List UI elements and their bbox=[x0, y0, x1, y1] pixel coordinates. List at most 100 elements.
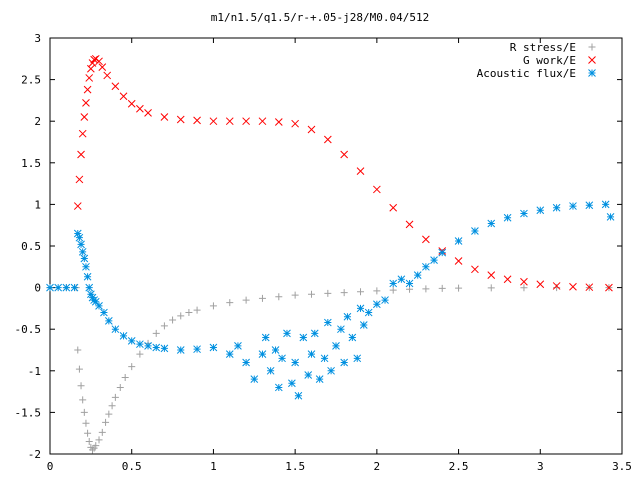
data-point bbox=[95, 436, 103, 444]
data-point bbox=[82, 262, 90, 271]
data-point bbox=[77, 382, 85, 390]
data-point bbox=[83, 85, 92, 94]
x-tick-label: 2 bbox=[374, 460, 381, 473]
data-point bbox=[520, 284, 528, 292]
data-point bbox=[356, 167, 365, 175]
data-point bbox=[209, 343, 218, 352]
data-point bbox=[413, 271, 422, 279]
plot-frame bbox=[49, 37, 623, 455]
data-point bbox=[274, 118, 283, 126]
data-point bbox=[323, 318, 332, 327]
data-point bbox=[73, 229, 82, 238]
data-point bbox=[127, 336, 136, 345]
y-tick-label: 1.5 bbox=[21, 157, 41, 170]
data-point bbox=[389, 203, 398, 212]
data-point bbox=[209, 117, 218, 126]
data-point bbox=[144, 341, 152, 350]
data-point bbox=[90, 55, 98, 64]
data-point bbox=[364, 308, 373, 317]
data-point bbox=[160, 322, 168, 330]
data-point bbox=[70, 283, 79, 292]
data-point bbox=[75, 233, 84, 242]
data-point bbox=[258, 117, 267, 126]
data-point bbox=[100, 308, 108, 317]
data-point bbox=[552, 203, 561, 212]
data-point bbox=[487, 271, 496, 279]
data-point bbox=[275, 293, 283, 301]
data-point bbox=[160, 113, 169, 121]
data-point bbox=[82, 419, 90, 427]
series-layer bbox=[46, 54, 615, 454]
data-point bbox=[108, 402, 116, 410]
data-point bbox=[389, 279, 398, 288]
data-point bbox=[80, 408, 88, 416]
data-point bbox=[552, 282, 561, 290]
data-point bbox=[83, 272, 92, 281]
data-point bbox=[373, 185, 381, 194]
data-point bbox=[455, 284, 463, 292]
data-point bbox=[169, 316, 177, 324]
y-tick-label: -2 bbox=[28, 448, 41, 461]
data-point bbox=[62, 283, 71, 292]
data-point bbox=[323, 135, 332, 144]
data-point bbox=[77, 150, 85, 159]
data-point bbox=[103, 71, 112, 80]
data-point bbox=[348, 333, 357, 342]
data-point bbox=[92, 442, 100, 450]
data-point bbox=[601, 200, 610, 209]
data-point bbox=[585, 283, 594, 292]
data-point bbox=[250, 375, 259, 383]
series-2 bbox=[46, 200, 615, 400]
y-tick-label: 2.5 bbox=[21, 74, 41, 87]
data-point bbox=[274, 383, 283, 392]
y-tick-label: 0 bbox=[34, 282, 41, 295]
x-axis: 0 0.5 1 1.5 2 2.5 3 3.5 bbox=[47, 38, 632, 473]
data-point bbox=[226, 299, 234, 307]
data-point bbox=[291, 291, 299, 299]
data-point bbox=[209, 302, 217, 310]
data-point bbox=[359, 321, 368, 329]
data-point bbox=[324, 289, 332, 297]
y-tick-label: 2 bbox=[34, 115, 41, 128]
data-point bbox=[283, 329, 291, 338]
data-point bbox=[87, 290, 95, 299]
x-tick-label: 1 bbox=[210, 460, 217, 473]
data-point bbox=[87, 64, 95, 73]
data-point bbox=[95, 57, 103, 66]
data-point bbox=[536, 280, 545, 289]
data-point bbox=[340, 358, 349, 367]
legend-marker bbox=[588, 56, 596, 64]
data-point bbox=[185, 309, 193, 317]
data-point bbox=[353, 354, 362, 363]
x-tick-label: 3.5 bbox=[612, 460, 632, 473]
data-point bbox=[119, 92, 128, 101]
data-point bbox=[381, 296, 389, 304]
data-point bbox=[569, 282, 577, 291]
data-point bbox=[73, 202, 82, 210]
data-point bbox=[160, 344, 169, 353]
data-point bbox=[291, 119, 299, 128]
x-tick-label: 0.5 bbox=[122, 460, 142, 473]
data-point bbox=[304, 371, 313, 379]
data-point bbox=[77, 240, 85, 249]
data-point bbox=[307, 350, 316, 359]
data-point bbox=[98, 428, 106, 436]
data-point bbox=[373, 287, 381, 295]
data-point bbox=[520, 209, 528, 218]
data-point bbox=[343, 312, 352, 321]
legend-label: R stress/E bbox=[510, 41, 576, 54]
data-point bbox=[520, 277, 528, 286]
data-point bbox=[389, 286, 397, 294]
data-point bbox=[288, 379, 296, 388]
y-tick-label: 0.5 bbox=[21, 240, 41, 253]
data-point bbox=[291, 358, 299, 367]
data-point bbox=[98, 63, 107, 71]
data-point bbox=[471, 265, 479, 274]
y-tick-label: 3 bbox=[34, 32, 41, 45]
y-tick-label: -0.5 bbox=[15, 323, 42, 336]
data-point bbox=[176, 346, 185, 354]
data-point bbox=[258, 294, 266, 302]
data-point bbox=[340, 150, 349, 159]
data-point bbox=[152, 329, 160, 337]
x-tick-label: 0 bbox=[47, 460, 54, 473]
